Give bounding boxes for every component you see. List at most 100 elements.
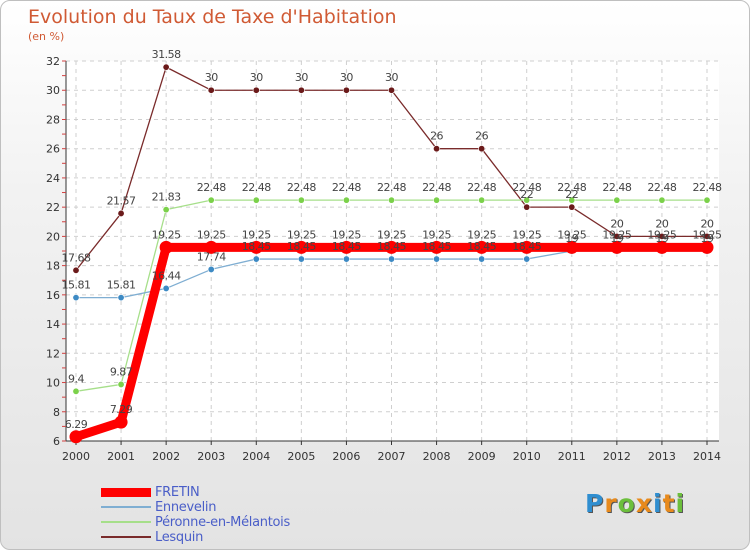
logo-letter: o (617, 489, 636, 518)
data-label-ennevelin: 19 (565, 232, 578, 245)
y-tick-label: 28 (46, 113, 60, 126)
y-tick-label: 14 (46, 318, 60, 331)
data-point-lesquin (703, 232, 711, 240)
logo-letter: i (653, 489, 663, 518)
legend-label: Ennevelin (155, 500, 217, 515)
data-label-p-ronne-en-m-lantois: 9.4 (68, 372, 84, 385)
data-label-ennevelin: 19 (610, 232, 623, 245)
data-label-lesquin: 17.68 (62, 251, 91, 264)
data-point-lesquin (342, 86, 350, 94)
data-point-fretin (610, 240, 624, 254)
data-point-lesquin (658, 232, 666, 240)
data-label-ennevelin: 18.45 (287, 240, 316, 253)
data-point-fretin (385, 240, 398, 254)
data-label-p-ronne-en-m-lantois: 22.48 (512, 181, 541, 194)
data-label-p-ronne-en-m-lantois: 22.48 (422, 181, 451, 194)
data-point-lesquin (523, 203, 531, 211)
data-label-fretin: 19.25 (557, 228, 586, 241)
x-tick-label: 2007 (378, 450, 406, 463)
data-label-p-ronne-en-m-lantois: 21.83 (152, 191, 181, 204)
data-point-ennevelin (297, 255, 305, 263)
data-label-ennevelin: 18.45 (242, 240, 271, 253)
chart-subtitle: (en %) (28, 30, 65, 43)
data-label-lesquin: 26 (430, 130, 443, 143)
data-label-lesquin: 31.58 (152, 48, 181, 61)
data-point-p-ronne-en-m-lantois (703, 196, 711, 204)
x-tick-label: 2002 (152, 450, 180, 463)
data-label-ennevelin: 19 (655, 232, 668, 245)
y-tick-label: 20 (46, 230, 60, 243)
data-label-lesquin: 30 (340, 71, 353, 84)
data-label-lesquin: 26 (475, 130, 488, 143)
data-point-p-ronne-en-m-lantois (387, 196, 395, 204)
data-label-p-ronne-en-m-lantois: 22.48 (377, 181, 406, 194)
data-label-p-ronne-en-m-lantois: 22.48 (197, 181, 226, 194)
logo-letter: r (604, 489, 618, 518)
data-point-lesquin (387, 86, 395, 94)
data-point-ennevelin (117, 294, 125, 302)
data-label-fretin: 19.25 (332, 228, 361, 241)
data-label-fretin: 19.25 (242, 228, 271, 241)
y-tick-label: 18 (46, 260, 60, 273)
data-point-p-ronne-en-m-lantois (523, 196, 531, 204)
data-point-lesquin (613, 232, 621, 240)
data-point-p-ronne-en-m-lantois (613, 196, 621, 204)
data-point-p-ronne-en-m-lantois (162, 206, 170, 214)
data-point-ennevelin (72, 294, 80, 302)
data-point-p-ronne-en-m-lantois (207, 196, 215, 204)
data-label-p-ronne-en-m-lantois: 22.48 (602, 181, 631, 194)
data-label-p-ronne-en-m-lantois: 22.48 (242, 181, 271, 194)
data-point-lesquin (568, 203, 576, 211)
data-point-ennevelin (162, 284, 170, 292)
x-tick-label: 2010 (513, 450, 541, 463)
data-label-fretin: 19.25 (287, 228, 316, 241)
legend-label: FRETIN (155, 485, 200, 500)
data-label-p-ronne-en-m-lantois: 22.48 (467, 181, 496, 194)
data-label-p-ronne-en-m-lantois: 9.87 (110, 365, 133, 378)
data-point-p-ronne-en-m-lantois (478, 196, 486, 204)
data-label-lesquin: 20 (701, 217, 714, 230)
data-point-lesquin (117, 209, 125, 217)
logo-letter: t (662, 489, 676, 518)
data-label-p-ronne-en-m-lantois: 22.48 (332, 181, 361, 194)
data-label-lesquin: 21.57 (107, 194, 136, 207)
data-point-lesquin (252, 86, 260, 94)
data-point-lesquin (433, 145, 441, 153)
data-label-fretin: 7.29 (110, 403, 133, 416)
data-point-ennevelin (387, 255, 395, 263)
data-point-fretin (520, 240, 534, 254)
data-label-fretin: 19.25 (377, 228, 406, 241)
data-label-fretin: 6.29 (65, 418, 88, 431)
data-label-lesquin: 30 (385, 71, 398, 84)
data-label-fretin: 19.25 (693, 228, 722, 241)
data-point-fretin (430, 240, 444, 254)
y-tick-label: 24 (46, 172, 60, 185)
y-tick-label: 10 (46, 377, 60, 390)
data-point-fretin (294, 240, 308, 254)
y-tick-label: 8 (53, 406, 60, 419)
data-point-fretin (475, 240, 489, 254)
data-point-fretin (249, 240, 263, 254)
data-label-ennevelin: 17.74 (197, 250, 226, 263)
data-point-fretin (204, 240, 218, 254)
y-tick-label: 12 (46, 347, 60, 360)
data-label-fretin: 19.25 (422, 228, 451, 241)
data-point-fretin (159, 240, 173, 254)
data-label-lesquin: 30 (295, 71, 308, 84)
x-tick-label: 2011 (558, 450, 586, 463)
data-point-p-ronne-en-m-lantois (117, 380, 125, 388)
y-tick-label: 22 (46, 201, 60, 214)
x-tick-label: 2001 (107, 450, 135, 463)
data-point-p-ronne-en-m-lantois (297, 196, 305, 204)
data-label-ennevelin: 18.45 (377, 240, 406, 253)
data-label-ennevelin: 19 (701, 232, 714, 245)
data-point-ennevelin (342, 255, 350, 263)
x-tick-label: 2000 (62, 450, 90, 463)
data-point-fretin (339, 240, 353, 254)
data-label-ennevelin: 15.81 (107, 279, 136, 292)
data-label-p-ronne-en-m-lantois: 22.48 (647, 181, 676, 194)
x-tick-label: 2012 (603, 450, 631, 463)
data-label-fretin: 19.25 (512, 228, 541, 241)
